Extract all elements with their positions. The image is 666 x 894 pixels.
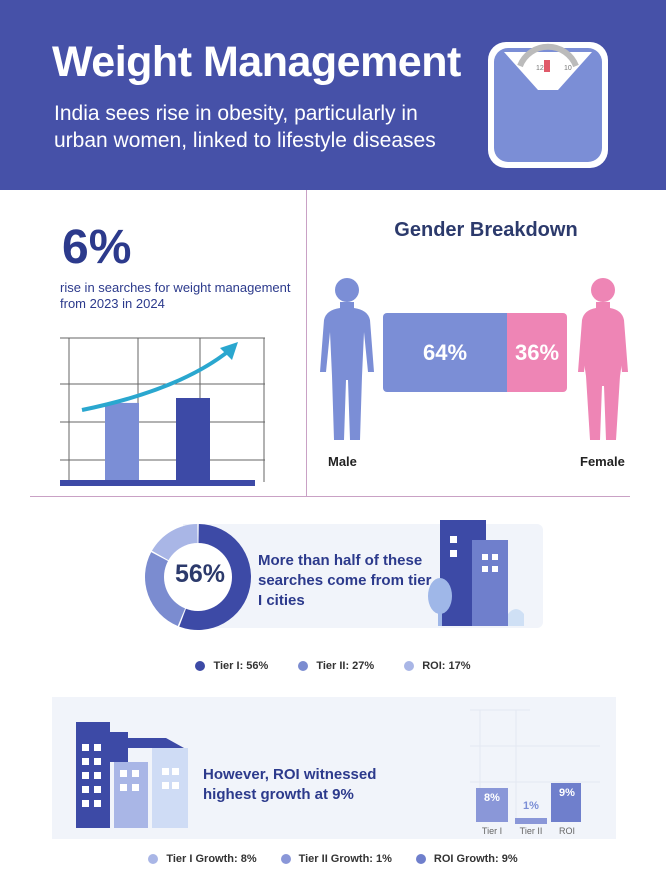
legend-dot-icon xyxy=(404,661,415,671)
male-label: Male xyxy=(328,454,357,469)
legend-item-roi: ROI: 17% xyxy=(404,660,471,672)
legend-item-roi-growth: ROI Growth: 9% xyxy=(415,853,518,865)
female-percentage-bar: 36% xyxy=(507,313,567,392)
trend-arrow-icon xyxy=(220,342,238,360)
legend-dot-icon xyxy=(280,854,291,864)
female-label: Female xyxy=(580,454,625,469)
trend-arrow-line xyxy=(81,348,232,412)
female-figure-icon xyxy=(578,278,628,440)
legend-item-tier1-growth: Tier I Growth: 8% xyxy=(148,853,257,865)
search-rise-description: rise in searches for weight management f… xyxy=(60,280,291,311)
growth-bar-category-0: Tier I xyxy=(481,826,503,836)
page-title: Weight Management xyxy=(52,38,461,86)
legend-label: Tier I Growth: 8% xyxy=(166,853,257,865)
growth-bar-category-2: ROI xyxy=(558,826,575,836)
svg-text:120: 120 xyxy=(536,65,548,72)
search-rise-value: 6% xyxy=(62,221,132,274)
legend-dot-icon xyxy=(148,854,159,864)
search-bar-2023 xyxy=(105,402,139,480)
search-growth-chart xyxy=(60,337,265,486)
page-subtitle: India sees rise in obesity, particularly… xyxy=(54,102,436,152)
scale-needle xyxy=(544,60,550,72)
tier-description: More than half of these searches come fr… xyxy=(258,552,432,609)
male-figure-icon xyxy=(320,278,374,440)
chart-baseline xyxy=(60,480,255,486)
donut-center-value: 56% xyxy=(174,560,226,588)
legend-dot-icon xyxy=(415,854,426,864)
legend-label: Tier I: 56% xyxy=(213,660,269,672)
tier-legend: Tier I: 56% Tier II: 27% ROI: 17% xyxy=(0,660,666,672)
tier-donut-chart xyxy=(145,524,251,630)
growth-bar-value-0: 8% xyxy=(484,791,500,804)
growth-bar-value-1: 1% xyxy=(523,799,539,812)
legend-dot-icon xyxy=(195,661,206,671)
legend-item-tier2: Tier II: 27% xyxy=(298,660,374,672)
growth-bar-2 xyxy=(551,783,581,822)
growth-bar-0 xyxy=(476,787,508,822)
growth-bar-1 xyxy=(515,817,547,824)
search-bar-2024 xyxy=(176,398,210,480)
legend-label: Tier II: 27% xyxy=(316,660,375,672)
male-percentage-bar: 64% xyxy=(383,313,507,392)
growth-bar-category-1: Tier II xyxy=(519,826,543,836)
legend-label: ROI Growth: 9% xyxy=(433,853,518,865)
legend-dot-icon xyxy=(298,661,309,671)
legend-item-tier2-growth: Tier II Growth: 1% xyxy=(280,853,392,865)
office-buildings-icon xyxy=(76,722,188,828)
legend-label: ROI: 17% xyxy=(422,660,471,672)
scale-icon: 120 10 xyxy=(488,42,608,168)
legend-item-tier1: Tier I: 56% xyxy=(195,660,268,672)
growth-legend: Tier I Growth: 8% Tier II Growth: 1% ROI… xyxy=(0,853,666,865)
growth-bar-value-2: 9% xyxy=(559,787,575,800)
section-divider-horizontal xyxy=(30,496,630,497)
legend-label: Tier II Growth: 1% xyxy=(298,853,392,865)
roi-growth-description: However, ROI witnessed highest growth at… xyxy=(203,766,377,803)
city-buildings-icon xyxy=(428,520,524,626)
section-divider-vertical xyxy=(306,190,307,496)
growth-bar-chart: 8% Tier I 1% Tier II 9% ROI xyxy=(470,700,600,840)
svg-text:10: 10 xyxy=(564,65,572,72)
gender-breakdown-title: Gender Breakdown xyxy=(394,219,578,241)
